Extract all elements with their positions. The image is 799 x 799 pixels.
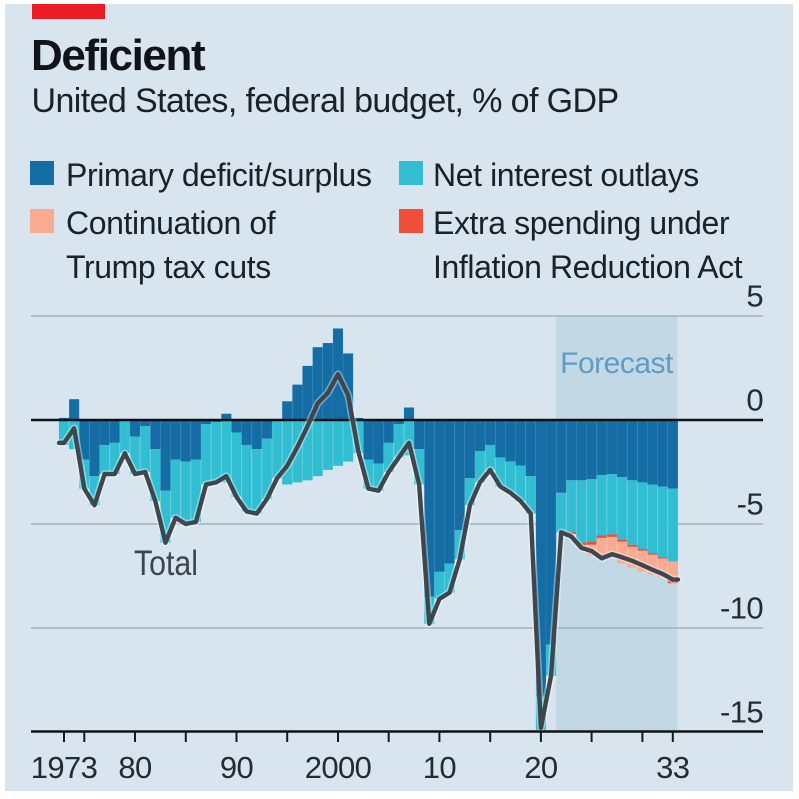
svg-text:1973: 1973 xyxy=(31,750,98,785)
svg-text:90: 90 xyxy=(220,750,254,785)
svg-text:-5: -5 xyxy=(737,487,763,522)
svg-text:10: 10 xyxy=(423,750,457,785)
svg-text:2000: 2000 xyxy=(305,750,372,785)
svg-text:20: 20 xyxy=(524,750,558,785)
svg-text:Forecast: Forecast xyxy=(560,347,674,380)
svg-text:-15: -15 xyxy=(720,695,763,730)
svg-text:-10: -10 xyxy=(720,591,763,626)
svg-text:33: 33 xyxy=(656,750,689,785)
svg-text:5: 5 xyxy=(746,279,763,314)
svg-text:Total: Total xyxy=(134,544,198,583)
svg-text:0: 0 xyxy=(746,383,763,418)
svg-text:80: 80 xyxy=(118,750,152,785)
